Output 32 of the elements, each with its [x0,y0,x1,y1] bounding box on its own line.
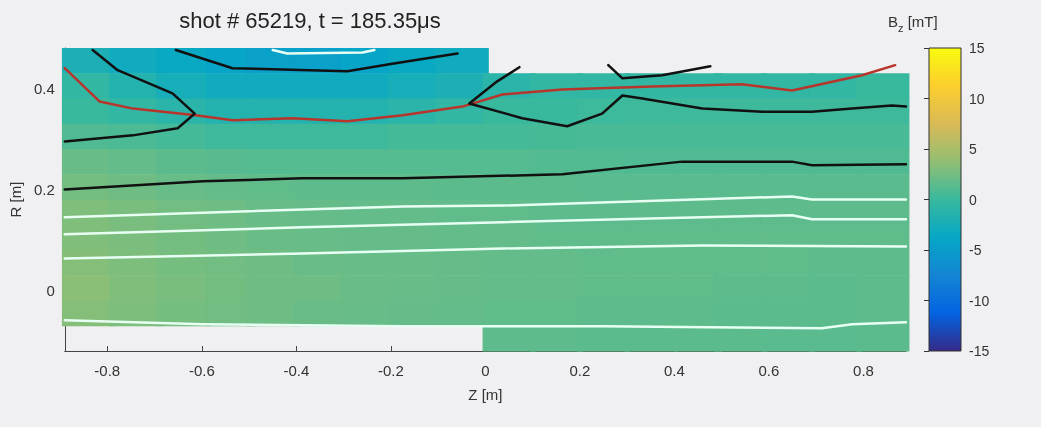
x-tick-label: 0 [481,362,490,379]
x-tick-label: -0.2 [377,362,404,379]
line-series [607,63,712,80]
x-tick-label: -0.8 [94,362,121,379]
x-tick-label: 0.8 [853,362,874,379]
color-bar-label: 10 [969,90,985,107]
line-series [63,244,908,260]
y-tick-label: 0.2 [33,180,55,198]
color-bar-label: -15 [969,343,990,359]
color-bar-label: -5 [969,242,982,258]
y-tick-label: 0.4 [33,79,55,97]
x-tick-label: 0.6 [758,362,780,379]
color-bar-label: 5 [969,141,977,157]
line-series [63,195,908,219]
line-series [63,48,196,143]
line-series [63,213,908,236]
line-series [63,63,897,123]
chart-title: shot # 65219, t = 185.35μs [179,7,441,33]
x-tick-label: 0.4 [663,362,685,379]
x-tick-label: -0.4 [283,362,310,379]
color-bar-label: -10 [969,292,990,309]
line-series [63,160,908,191]
x-tick-label: -0.6 [188,362,215,379]
x-axis-title: Z [m] [468,386,503,403]
x-tick-label: 0.2 [569,362,591,379]
line-series [174,48,459,73]
line-series [63,318,908,330]
y-tick-label: 0 [46,281,55,299]
y-axis-title: R [m] [7,181,24,218]
color-bar-label: 15 [969,40,985,56]
line-series [468,65,908,128]
color-bar-label: 0 [969,191,977,208]
